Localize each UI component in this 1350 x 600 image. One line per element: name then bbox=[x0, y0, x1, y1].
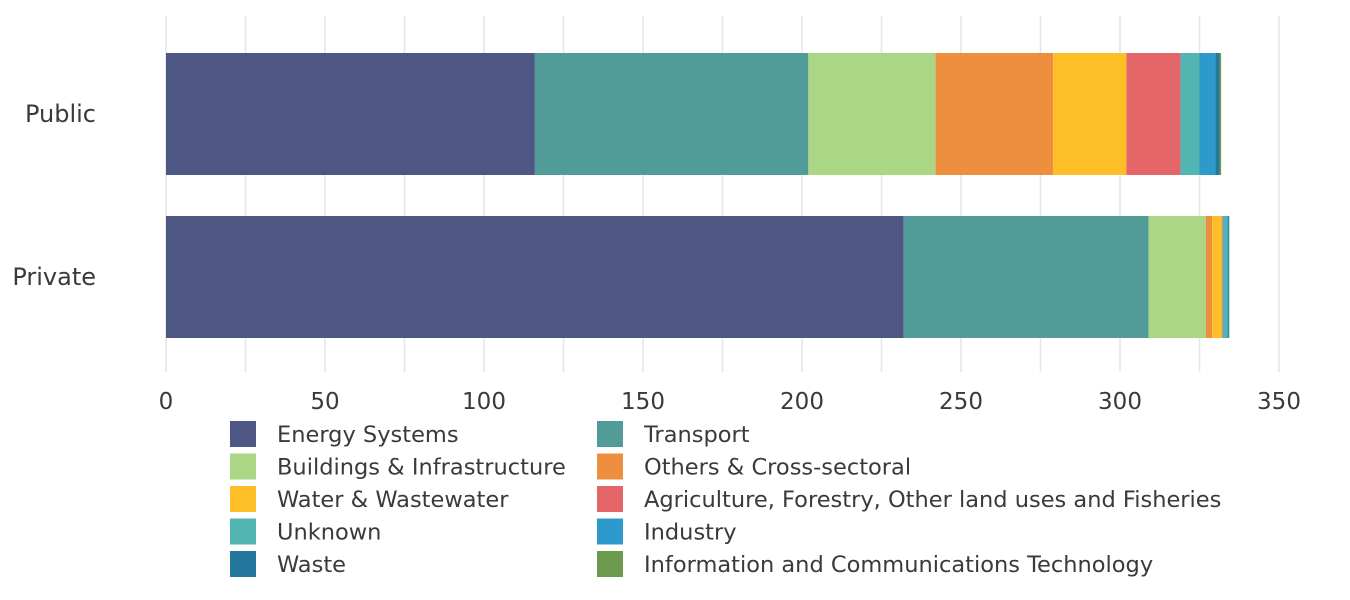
bar-segment: Transport: 86 bbox=[534, 53, 809, 175]
x-tick-label: 200 bbox=[780, 389, 824, 415]
bar-segment: Others & Cross-sectoral: 2 bbox=[1205, 216, 1213, 338]
legend-item: Buildings & Infrastructure bbox=[230, 453, 566, 481]
legend-swatch bbox=[597, 518, 623, 545]
legend-swatch bbox=[597, 486, 623, 512]
x-tick-label: 350 bbox=[1257, 389, 1301, 415]
legend-label: Industry bbox=[644, 520, 737, 546]
legend-label: Agriculture, Forestry, Other land uses a… bbox=[644, 487, 1221, 513]
legend-item: Agriculture, Forestry, Other land uses a… bbox=[597, 486, 1221, 513]
legend-item: Unknown bbox=[230, 518, 381, 546]
x-tick-label: 150 bbox=[621, 389, 665, 415]
legend-swatch bbox=[230, 518, 256, 545]
legend-label: Unknown bbox=[277, 520, 381, 546]
legend-item: Others & Cross-sectoral bbox=[597, 453, 911, 481]
bar-segment: Unknown: 6 bbox=[1180, 53, 1200, 175]
legend: Energy Systems Transport Buildings & Infra… bbox=[230, 421, 1221, 578]
legend-item: Information and Communications Technolog… bbox=[597, 551, 1153, 578]
legend-swatch bbox=[597, 421, 623, 447]
legend-swatch bbox=[230, 421, 256, 447]
legend-item: Industry bbox=[597, 518, 737, 546]
bar-segment: Information and Communications Technolog… bbox=[1219, 53, 1222, 175]
legend-label: Water & Wastewater bbox=[277, 487, 509, 513]
legend-item: Waste bbox=[230, 551, 346, 578]
legend-label: Transport bbox=[643, 422, 750, 448]
legend-swatch bbox=[597, 551, 623, 577]
y-tick-label: Public bbox=[25, 100, 96, 128]
bar-segment: Agriculture, Forestry, Other land uses a… bbox=[1221, 216, 1223, 338]
y-tick-label: Private bbox=[12, 263, 96, 291]
x-tick-label: 0 bbox=[159, 389, 174, 415]
bar-segment: Transport: 77 bbox=[903, 216, 1149, 338]
legend-item: Energy Systems bbox=[230, 421, 459, 448]
legend-swatch bbox=[230, 453, 256, 480]
bar-segment: Others & Cross-sectoral: 37 bbox=[935, 53, 1054, 175]
bar-segment: Waste: 1.3 bbox=[1215, 53, 1220, 175]
axis-labels: 0 50 100 150 200 250 300 350 Public Private bbox=[12, 100, 1301, 415]
bar-segment: Energy Systems: 116 bbox=[166, 53, 535, 175]
bar-segment: Water & Wastewater: 23 bbox=[1053, 53, 1127, 175]
bar-segment: Unknown: 1.5 bbox=[1222, 216, 1228, 338]
legend-swatch bbox=[230, 551, 256, 577]
legend-label: Buildings & Infrastructure bbox=[277, 455, 566, 481]
bar-segment: Agriculture, Forestry, Other land uses a… bbox=[1126, 53, 1181, 175]
legend-label: Information and Communications Technolog… bbox=[644, 552, 1153, 578]
legend-label: Others & Cross-sectoral bbox=[644, 455, 911, 481]
x-tick-label: 100 bbox=[462, 389, 506, 415]
bar-segment: Water & Wastewater: 3 bbox=[1212, 216, 1222, 338]
x-tick-label: 300 bbox=[1098, 389, 1142, 415]
bars: Energy Systems: 116Transport: 86Building… bbox=[166, 53, 1230, 338]
legend-item: Transport bbox=[597, 421, 750, 448]
legend-swatch bbox=[597, 453, 623, 480]
legend-label: Energy Systems bbox=[277, 422, 459, 448]
x-tick-label: 50 bbox=[310, 389, 339, 415]
bar-segment: Energy Systems: 232 bbox=[166, 216, 904, 338]
bar-segment: Industry: 5 bbox=[1199, 53, 1216, 175]
bar-segment: Industry: 0.3 bbox=[1227, 216, 1229, 338]
legend-swatch bbox=[230, 486, 256, 512]
legend-label: Waste bbox=[277, 552, 346, 578]
x-tick-label: 250 bbox=[939, 389, 983, 415]
bar-segment: Buildings & Infrastructure: 18 bbox=[1148, 216, 1206, 338]
bar-segment: Waste: 0.2 bbox=[1228, 216, 1230, 338]
legend-item: Water & Wastewater bbox=[230, 486, 509, 513]
bar-segment: Buildings & Infrastructure: 40 bbox=[808, 53, 936, 175]
